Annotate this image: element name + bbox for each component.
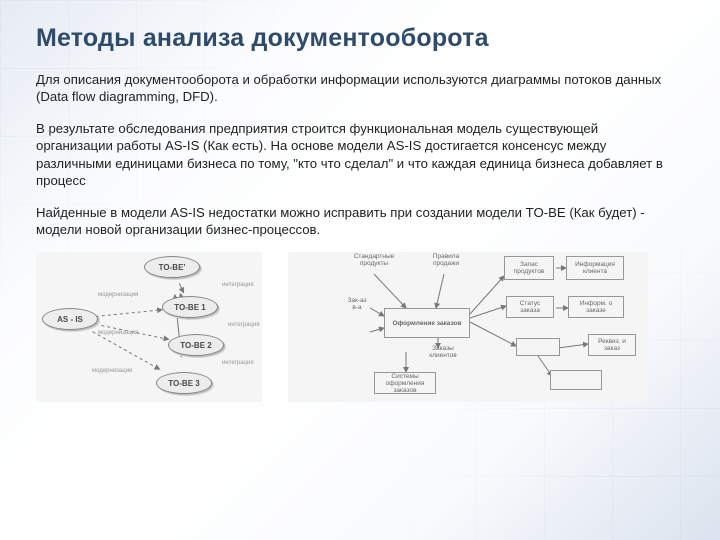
oval-edge-label: модернизация xyxy=(98,330,138,336)
flow-box xyxy=(516,338,560,356)
flow-box: Информ. о заказе xyxy=(568,296,624,318)
figure-flowchart: Оформление заказов Стандартные продукты Пр… xyxy=(288,252,648,402)
flow-box: Правила продажи xyxy=(420,254,472,272)
flow-box: Заказы клиентов xyxy=(418,346,468,364)
flow-box: Информация клиента xyxy=(566,256,624,280)
oval-edge-label: интеграция xyxy=(222,360,254,366)
flow-box xyxy=(550,370,602,390)
figure-asis-tobe: TO-BE'AS - ISTO-BE 1TO-BE 2TO-BE 3 модер… xyxy=(36,252,262,402)
paragraph-2: В результате обследования предприятия ст… xyxy=(36,120,676,190)
flow-box: Зак-аз в-а xyxy=(342,298,372,316)
slide: Методы анализа документооборота Для опис… xyxy=(0,0,720,540)
flow-box xyxy=(338,326,374,340)
oval-edge-label: модернизация xyxy=(92,368,132,374)
flow-box: Реквиз. и заказ xyxy=(588,334,636,356)
oval-edge-label: интеграция xyxy=(222,282,254,288)
flow-box: Запас продуктов xyxy=(504,256,554,280)
flow-box: Статус заказа xyxy=(506,296,554,318)
paragraph-1: Для описания документооборота и обработк… xyxy=(36,71,676,106)
page-title: Методы анализа документооборота xyxy=(36,24,684,53)
oval-edge-label: модернизация xyxy=(98,292,138,298)
paragraph-3: Найденные в модели AS-IS недостатки можн… xyxy=(36,204,676,239)
oval-edge-label: интеграция xyxy=(228,322,260,328)
flow-center-box: Оформление заказов xyxy=(384,308,470,338)
flow-box: Стандартные продукты xyxy=(346,254,402,272)
flow-box: Системы оформления заказов xyxy=(374,372,436,394)
figures-row: TO-BE'AS - ISTO-BE 1TO-BE 2TO-BE 3 модер… xyxy=(36,252,684,402)
